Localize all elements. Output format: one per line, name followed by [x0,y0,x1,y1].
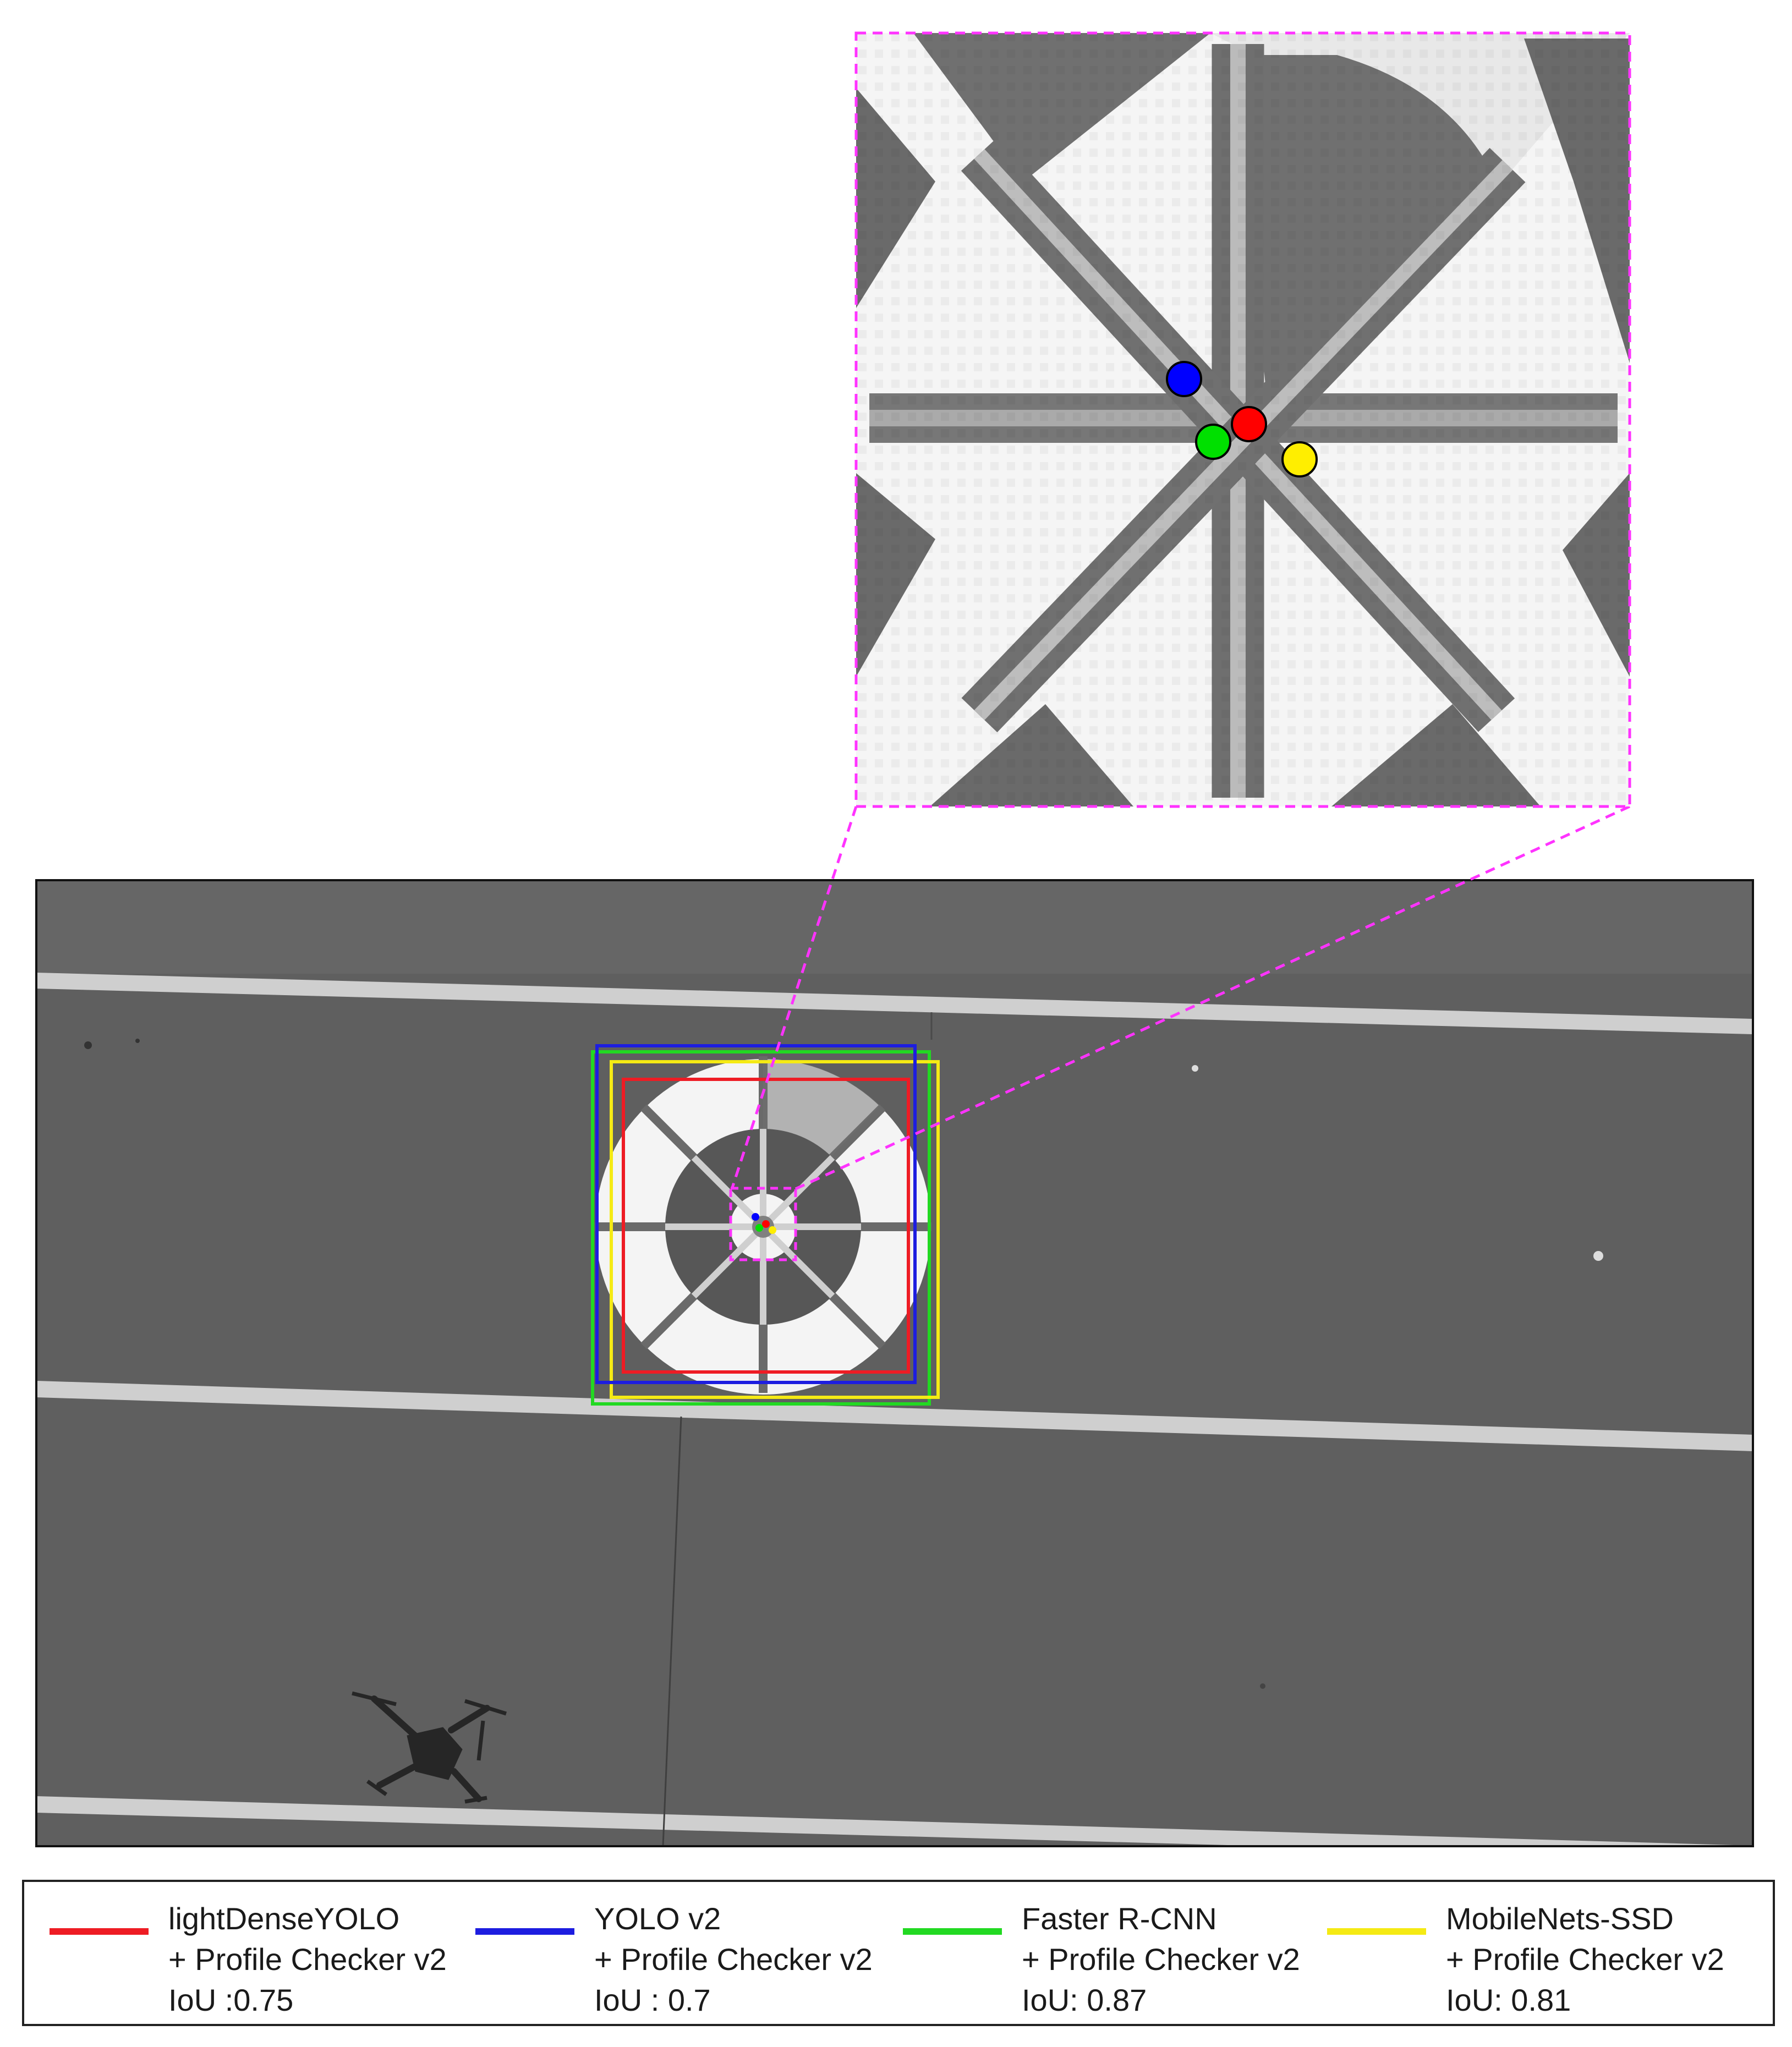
legend-model-name: Faster R-CNN [1022,1901,1217,1936]
legend: lightDenseYOLO + Profile Checker v2 IoU … [22,1880,1775,2026]
legend-method: + Profile Checker v2 [1022,1942,1300,1977]
legend-swatch [475,1928,574,1935]
box-yolo-v2 [595,1044,917,1384]
legend-iou: IoU: 0.87 [1022,1983,1147,2017]
legend-swatch [50,1928,149,1935]
drone-shadow [352,1691,507,1804]
legend-model-name: MobileNets-SSD [1446,1901,1674,1936]
lane-line [36,1381,1753,1451]
zoom-connector-right [793,805,1631,1191]
box-faster-rcnn [591,1050,931,1406]
center-point-lightdenseyolo [1231,406,1267,442]
box-mobilenets-ssd [610,1060,940,1399]
legend-swatch [1327,1928,1426,1935]
lane-line [36,973,1753,1034]
zoom-inset [856,33,1630,806]
box-lightdenseyolo [622,1078,910,1374]
legend-iou: IoU: 0.81 [1446,1983,1571,2017]
legend-model-name: lightDenseYOLO [168,1901,400,1936]
center-point-faster-rcnn [1195,424,1231,460]
legend-iou: IoU :0.75 [168,1983,294,2017]
lane-line [36,1796,1753,1846]
center-point-mobilenets-ssd [1281,441,1318,478]
legend-method: + Profile Checker v2 [1446,1942,1724,1977]
legend-iou: IoU : 0.7 [594,1983,711,2017]
aerial-photo [36,880,1753,1846]
zoom-source-box [729,1187,797,1261]
legend-method: + Profile Checker v2 [594,1942,873,1977]
legend-model-name: YOLO v2 [594,1901,721,1936]
landing-marker [595,1056,931,1395]
zoom-connector-left [730,806,858,1190]
legend-swatch [903,1928,1002,1935]
center-point-yolo-v2 [1166,361,1202,397]
legend-method: + Profile Checker v2 [168,1942,447,1977]
